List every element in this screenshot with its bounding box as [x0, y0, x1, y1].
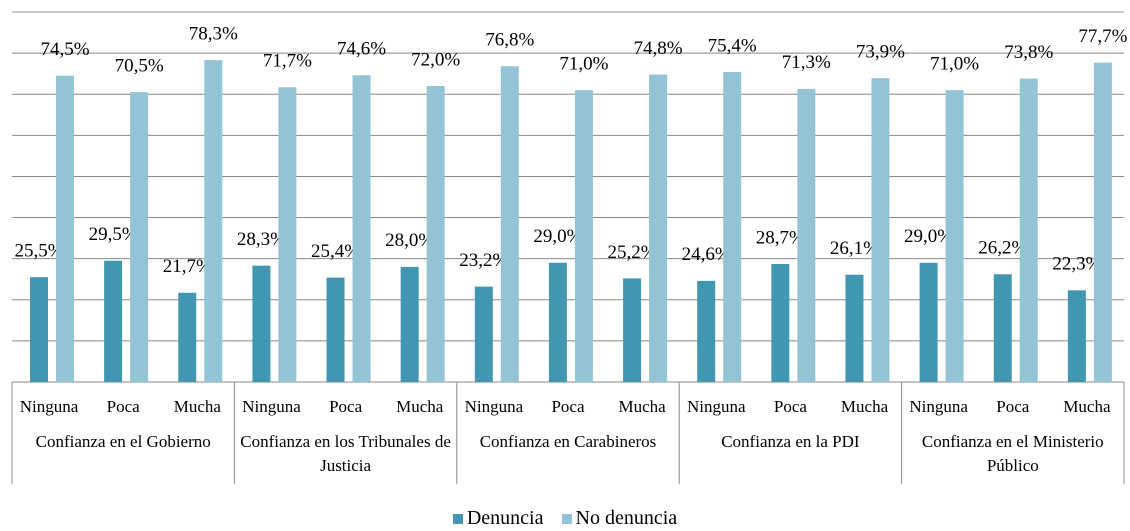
bar: [919, 262, 938, 382]
value-label: 73,9%: [856, 42, 905, 63]
bar: [178, 292, 197, 382]
value-label: 71,0%: [559, 53, 608, 74]
category-label: Mucha: [841, 397, 889, 416]
legend-label: No denuncia: [575, 507, 678, 529]
bar: [845, 274, 864, 382]
value-label: 26,1%: [830, 238, 879, 259]
bar: [474, 286, 493, 382]
bar: [252, 265, 271, 382]
bar: [204, 60, 223, 382]
value-label: 22,3%: [1052, 254, 1101, 275]
legend-label: Denuncia: [466, 507, 544, 529]
group-label: Confianza en Carabineros: [479, 432, 657, 451]
value-label: 74,5%: [40, 39, 89, 60]
bar: [574, 90, 593, 382]
group-label: Confianza en los Tribunales de Justicia: [240, 432, 451, 475]
bar: [400, 266, 419, 382]
bar: [500, 66, 519, 383]
value-label: 75,4%: [708, 35, 757, 56]
category-label: Poca: [774, 397, 808, 416]
value-label: 25,4%: [311, 241, 360, 262]
value-label: 71,3%: [782, 52, 831, 73]
group-label: Confianza en la PDI: [721, 432, 860, 451]
category-label: Poca: [551, 397, 585, 416]
legend-item: No denuncia: [561, 507, 678, 530]
category-label: Poca: [329, 397, 363, 416]
category-label: Poca: [107, 397, 141, 416]
value-label: 25,2%: [608, 242, 657, 263]
bar: [548, 262, 567, 382]
legend: Denuncia No denuncia: [0, 507, 1130, 530]
legend-item: Denuncia: [452, 507, 544, 530]
category-label: Ninguna: [909, 397, 968, 416]
value-label: 72,0%: [411, 49, 460, 70]
category-label: Ninguna: [242, 397, 301, 416]
bar: [352, 75, 371, 383]
legend-swatch: [452, 513, 463, 524]
value-label: 28,0%: [385, 230, 434, 251]
value-label: 24,6%: [682, 244, 731, 265]
bar: [1093, 62, 1112, 383]
category-label: Mucha: [1063, 397, 1111, 416]
chart: 25,5% 29,5% 21,7% 28,3% 25,4% 28,0% 23,2% 29,0%…: [11, 11, 1128, 484]
bar: [649, 74, 668, 382]
value-label: 28,3%: [237, 229, 286, 250]
bar: [945, 90, 964, 382]
value-label: 23,2%: [459, 250, 508, 271]
bar: [1067, 290, 1086, 382]
value-label: 78,3%: [189, 23, 238, 44]
bar: [104, 260, 123, 382]
bar: [56, 75, 74, 382]
value-label: 71,0%: [930, 53, 979, 74]
bar: [723, 72, 742, 383]
category-label: Poca: [996, 397, 1030, 416]
bar: [623, 278, 642, 382]
bar: [326, 277, 345, 382]
value-label: 29,0%: [533, 226, 582, 247]
value-label: 28,7%: [756, 227, 805, 248]
value-label: 73,8%: [1004, 42, 1053, 63]
bar: [697, 280, 716, 382]
category-label: Ninguna: [687, 397, 746, 416]
category-label: Mucha: [619, 397, 667, 416]
value-label: 71,7%: [263, 51, 312, 72]
category-label: Mucha: [174, 397, 222, 416]
bar: [30, 277, 48, 382]
bar: [426, 86, 445, 382]
bar: [1019, 78, 1038, 382]
bar: [278, 87, 297, 382]
value-label: 70,5%: [115, 56, 164, 77]
value-label: 74,6%: [337, 39, 386, 60]
value-label: 74,8%: [634, 38, 683, 59]
bar: [130, 92, 149, 383]
value-label: 26,2%: [978, 238, 1027, 259]
category-label: Ninguna: [20, 397, 79, 416]
value-label: 29,0%: [904, 226, 953, 247]
group-label: Confianza en el Ministerio Público: [921, 432, 1104, 475]
value-label: 25,5%: [14, 241, 63, 262]
value-label: 21,7%: [163, 256, 212, 277]
bar: [871, 78, 890, 382]
bar: [993, 274, 1012, 382]
legend-swatch: [561, 513, 572, 524]
value-label: 76,8%: [485, 30, 534, 51]
category-label: Mucha: [396, 397, 444, 416]
category-label: Ninguna: [465, 397, 524, 416]
value-label: 29,5%: [89, 224, 138, 245]
bar: [797, 88, 816, 382]
bar: [771, 264, 790, 382]
group-label: Confianza en el Gobierno: [35, 432, 211, 451]
value-label: 77,7%: [1078, 26, 1127, 47]
